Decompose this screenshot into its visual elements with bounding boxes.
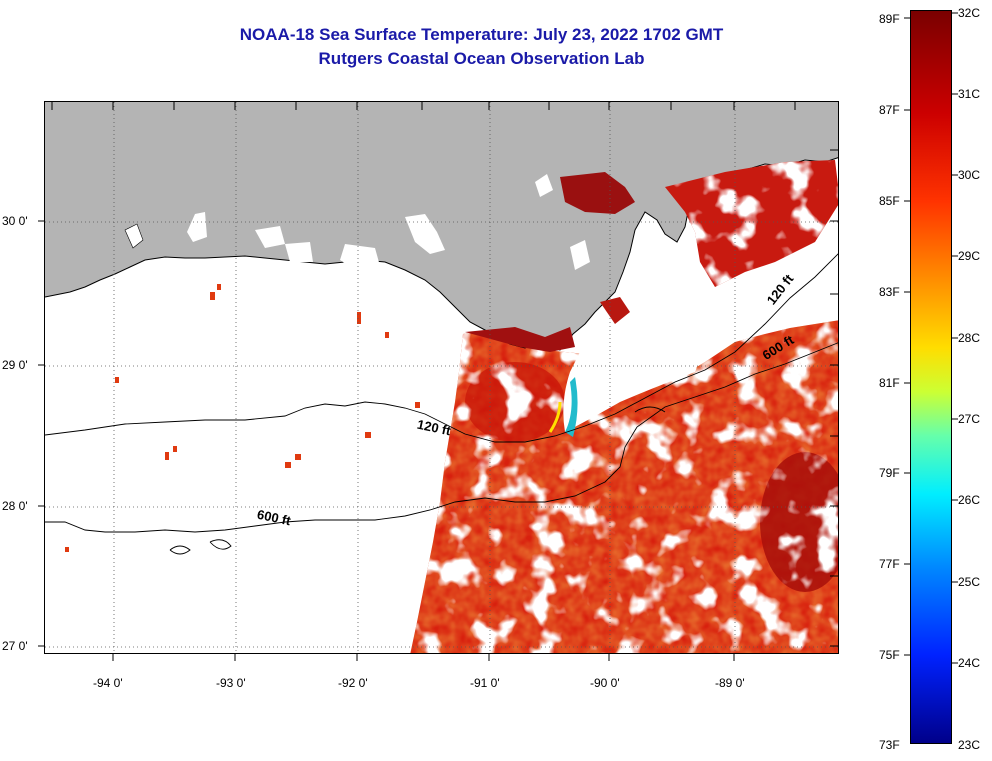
lat-label-30: 30 0' <box>2 214 28 228</box>
lon-label-92: -92 0' <box>338 676 368 690</box>
contour-blob-2 <box>209 539 232 550</box>
lake-inland-8 <box>570 240 590 270</box>
colorbar-c-32: 32C <box>958 6 981 20</box>
lon-label-90: -90 0' <box>590 676 620 690</box>
colorbar-c-28: 28C <box>958 331 981 345</box>
colorbar-c-24: 24C <box>958 656 981 670</box>
delta-no-data <box>563 330 697 432</box>
lake-inland-2 <box>187 212 207 242</box>
colorbar <box>910 10 952 744</box>
lake-inland-1 <box>124 223 144 249</box>
land <box>45 102 838 350</box>
contour-120ft <box>45 253 838 443</box>
lake-inland-5 <box>340 244 380 270</box>
colorbar-f-85: 85F <box>879 194 900 208</box>
lake-inland-4 <box>285 242 313 262</box>
contour-inner-600 <box>634 406 666 413</box>
lat-label-29: 29 0' <box>2 358 28 372</box>
colorbar-c-25: 25C <box>958 575 981 589</box>
colorbar-f-79: 79F <box>879 466 900 480</box>
barataria-water <box>600 297 630 324</box>
lon-label-91: -91 0' <box>470 676 500 690</box>
lake-pontchartrain <box>560 172 635 214</box>
lake-inland-6 <box>405 214 445 254</box>
lon-label-89: -89 0' <box>715 676 745 690</box>
lake-inland-3 <box>255 226 285 248</box>
colorbar-f-87: 87F <box>879 103 900 117</box>
colorbar-c-27: 27C <box>958 412 981 426</box>
colorbar-c-26: 26C <box>958 493 981 507</box>
lon-label-93: -93 0' <box>216 676 246 690</box>
river-plume-edge <box>548 401 562 433</box>
map-title: NOAA-18 Sea Surface Temperature: July 23… <box>239 25 724 44</box>
colorbar-f-81: 81F <box>879 376 900 390</box>
sst-map: 120 ft 600 ft 120 ft 600 ft <box>44 101 839 654</box>
colorbar-c-29: 29C <box>958 249 981 263</box>
contour-blob-1 <box>169 545 191 555</box>
colorbar-f-75: 75F <box>879 648 900 662</box>
contour-600ft <box>45 342 838 533</box>
lon-label-94: -94 0' <box>93 676 123 690</box>
colorbar-c-23: 23C <box>958 738 981 752</box>
depth-contours <box>45 253 838 555</box>
colorbar-c-31: 31C <box>958 87 981 101</box>
sst-map-canvas <box>45 102 838 653</box>
sound-cloud-gaps <box>665 160 838 287</box>
sparse-sst-pixels <box>65 284 420 552</box>
river-plume <box>565 377 578 437</box>
colorbar-f-77: 77F <box>879 557 900 571</box>
lat-label-28: 28 0' <box>2 499 28 513</box>
colorbar-f-89: 89F <box>879 12 900 26</box>
colorbar-c-30: 30C <box>958 168 981 182</box>
delta-marsh-water <box>465 327 575 352</box>
graticule <box>45 102 838 653</box>
lat-label-27: 27 0' <box>2 639 28 653</box>
map-subtitle: Rutgers Coastal Ocean Observation Lab <box>318 49 645 68</box>
colorbar-f-83: 83F <box>879 285 900 299</box>
lake-inland-7 <box>535 174 553 197</box>
colorbar-f-73: 73F <box>879 738 900 752</box>
cloud-gaps <box>410 320 838 653</box>
